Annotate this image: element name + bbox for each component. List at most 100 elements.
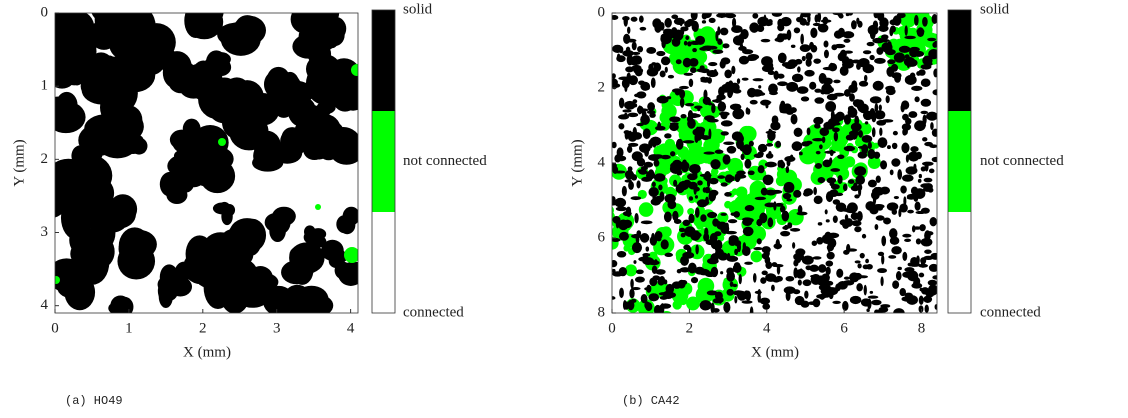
solid-grain (893, 195, 900, 200)
isolated-pore (679, 297, 688, 306)
solid-grain (671, 37, 681, 47)
solid-grain (720, 131, 729, 136)
y-tick-label: 6 (598, 229, 606, 245)
solid-grain (616, 147, 624, 158)
solid-grain (679, 161, 690, 170)
solid-grain (897, 266, 902, 271)
solid-grain (822, 77, 833, 85)
solid-grain (858, 130, 863, 138)
solid-grain (908, 262, 921, 267)
solid-blob (329, 250, 348, 264)
solid-grain (673, 179, 678, 187)
solid-grain (858, 103, 869, 114)
solid-grain (612, 238, 621, 243)
solid-grain (850, 212, 859, 220)
solid-grain (932, 89, 937, 96)
solid-grain (900, 185, 907, 194)
solid-blob (190, 74, 211, 93)
solid-grain (914, 96, 920, 103)
solid-grain (659, 191, 665, 202)
solid-grain (857, 58, 870, 68)
solid-grain (825, 219, 830, 223)
solid-grain (789, 227, 801, 232)
isolated-pore (351, 64, 358, 76)
solid-grain (687, 262, 697, 274)
solid-grain (683, 40, 688, 46)
solid-grain (656, 50, 666, 57)
solid-grain (679, 89, 686, 99)
solid-grain (730, 212, 736, 216)
solid-grain (724, 13, 737, 19)
solid-grain (779, 205, 786, 213)
solid-grain (690, 277, 699, 284)
solid-grain (612, 296, 616, 300)
solid-grain (646, 46, 657, 54)
solid-grain (653, 173, 666, 182)
solid-grain (639, 143, 651, 153)
solid-grain (911, 225, 916, 233)
solid-grain (717, 252, 729, 261)
colorbar-label: not connected (403, 153, 487, 169)
solid-grain (648, 293, 660, 302)
solid-grain (780, 16, 792, 27)
solid-grain (631, 287, 641, 291)
solid-grain (646, 284, 652, 293)
solid-grain (889, 19, 898, 26)
solid-grain (622, 109, 632, 113)
solid-grain (633, 260, 637, 264)
isolated-pore (661, 311, 672, 313)
solid-grain (746, 247, 751, 254)
solid-grain (812, 22, 821, 27)
colorbar-segment (372, 10, 395, 111)
solid-grain (732, 35, 745, 46)
solid-grain (682, 140, 695, 144)
solid-grain (864, 121, 869, 125)
solid-grain (843, 276, 850, 280)
solid-grain (627, 130, 633, 141)
solid-grain (907, 209, 914, 214)
colorbar-label: connected (980, 304, 1041, 320)
solid-grain (809, 264, 819, 272)
solid-grain (794, 295, 805, 306)
solid-grain (667, 74, 675, 79)
solid-grain (715, 30, 719, 42)
solid-grain (780, 104, 785, 113)
solid-grain (742, 226, 754, 237)
solid-grain (928, 263, 937, 272)
solid-grain (731, 84, 740, 91)
solid-grain (920, 98, 932, 107)
solid-grain (646, 170, 655, 177)
isolated-pore (708, 225, 717, 234)
solid-grain (631, 242, 643, 254)
isolated-pore (717, 234, 725, 242)
solid-grain (891, 158, 901, 167)
solid-grain (891, 142, 898, 150)
solid-grain (630, 278, 634, 289)
solid-grain (744, 261, 753, 265)
solid-grain (612, 73, 616, 79)
solid-grain (659, 21, 665, 31)
solid-grain (712, 298, 722, 304)
solid-grain (777, 160, 782, 168)
solid-grain (842, 300, 849, 311)
solid-blob (303, 139, 326, 161)
solid-grain (863, 284, 867, 296)
solid-grain (924, 249, 932, 254)
solid-grain (846, 248, 858, 252)
solid-grain (692, 128, 705, 137)
solid-grain (627, 26, 631, 34)
solid-grain (875, 215, 885, 221)
solid-grain (786, 29, 792, 41)
solid-grain (832, 13, 841, 16)
solid-grain (628, 181, 634, 190)
solid-grain (930, 252, 937, 260)
solid-grain (921, 287, 930, 295)
solid-grain (803, 188, 814, 196)
solid-grain (922, 55, 933, 66)
solid-grain (671, 27, 678, 36)
solid-grain (612, 79, 618, 90)
x-tick-label: 6 (840, 320, 848, 336)
solid-grain (670, 151, 676, 157)
solid-blob (67, 31, 93, 70)
